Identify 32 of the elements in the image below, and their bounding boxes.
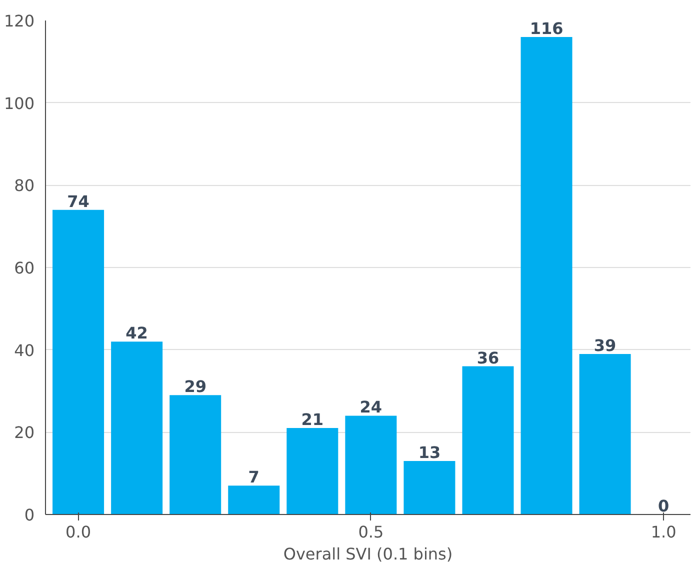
y-tick-label: 120 bbox=[4, 12, 35, 30]
data-label: 74 bbox=[67, 192, 90, 211]
data-label: 36 bbox=[476, 348, 500, 368]
bar bbox=[579, 354, 631, 514]
bar bbox=[345, 416, 397, 514]
bar bbox=[404, 460, 456, 514]
y-tick-label: 40 bbox=[14, 340, 34, 360]
y-tick-label: 80 bbox=[14, 176, 34, 196]
bar bbox=[520, 36, 572, 514]
x-tick-label: 1.0 bbox=[650, 522, 676, 542]
x-axis-title: Overall SVI (0.1 bins) bbox=[283, 544, 453, 564]
data-label: 39 bbox=[594, 336, 616, 355]
bar bbox=[111, 342, 163, 514]
data-label: 0 bbox=[658, 496, 670, 516]
data-label: 21 bbox=[301, 410, 324, 430]
bar bbox=[52, 210, 104, 514]
data-label: 13 bbox=[418, 442, 441, 462]
y-tick-label: 100 bbox=[4, 94, 35, 113]
data-label: 29 bbox=[184, 377, 206, 396]
y-tick-label: 60 bbox=[14, 258, 34, 278]
bar bbox=[228, 486, 280, 514]
x-tick-label: 0.5 bbox=[358, 522, 384, 542]
data-label: 7 bbox=[248, 468, 260, 487]
data-label: 24 bbox=[360, 398, 382, 417]
bar bbox=[170, 395, 222, 514]
bar bbox=[462, 366, 514, 514]
bar bbox=[286, 428, 338, 514]
x-tick-label: 0.0 bbox=[66, 522, 92, 542]
data-label: 116 bbox=[530, 18, 564, 38]
y-tick-label: 20 bbox=[14, 423, 34, 442]
y-tick-label: 0 bbox=[24, 506, 35, 524]
data-label: 42 bbox=[126, 324, 148, 343]
